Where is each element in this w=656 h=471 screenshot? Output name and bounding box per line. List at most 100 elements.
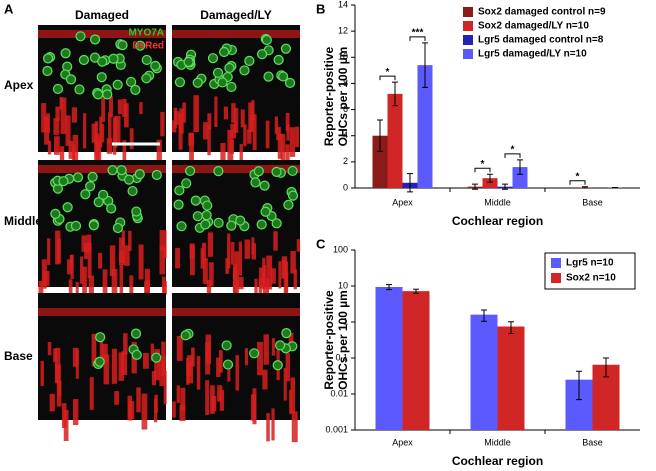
cell [139,102,143,115]
cell [230,123,237,139]
cell [281,256,288,279]
cell [74,84,85,95]
cell [159,245,166,275]
cell [78,54,90,66]
cell [263,71,274,82]
significance-bracket [379,75,396,81]
cell [219,390,225,411]
cell [108,96,113,118]
cell [175,247,180,269]
x-axis-label: Cochlear region [452,454,543,468]
y-axis-label: OHCs per 100 µm [336,47,350,147]
cell [141,54,152,66]
cell [216,357,221,378]
cell [284,77,296,89]
cell [202,258,208,284]
error-bar [603,357,609,378]
cell [266,255,273,290]
cell [244,239,251,259]
cell [191,347,195,367]
cell [123,174,135,185]
cell [186,361,192,376]
cell [43,270,50,286]
cell [185,165,196,177]
cell [192,211,203,222]
cell [271,338,275,356]
cell [262,369,268,390]
cell [108,112,112,144]
cell [54,347,61,384]
cell [47,238,51,266]
cell [172,30,300,38]
cell [244,55,255,66]
cell [251,237,255,255]
cell [285,353,290,382]
cell [81,235,87,252]
bar [497,326,525,430]
cell [114,391,119,405]
cell [130,84,141,95]
cell [240,109,245,128]
cell [182,102,186,123]
cell [247,129,252,144]
error-bar [481,309,487,322]
cell [277,71,289,82]
cell [59,96,63,110]
error-bar [377,119,383,152]
significance-label: * [576,171,580,182]
cell [179,405,186,422]
cell [176,221,187,232]
cell [55,106,60,121]
cell [52,83,64,95]
cell [176,385,180,403]
cell [226,220,237,231]
cell [101,97,106,122]
cell [112,222,124,234]
cell [273,54,284,65]
y-tick-label: 10 [338,52,348,62]
cell [291,411,298,443]
cell [38,308,166,316]
micrographs [38,25,301,443]
cell [141,393,148,430]
cell [47,341,52,356]
cell [156,139,162,168]
cell [127,395,132,421]
cell [111,348,117,384]
error-bar [508,321,514,334]
cell [252,388,257,425]
cell [174,77,186,88]
cell [176,335,183,361]
cell [163,281,167,295]
cell [99,333,104,367]
cell [122,140,127,173]
cell [97,56,108,67]
cell [260,206,271,217]
cell [38,165,166,173]
cell [129,128,134,150]
cell [189,243,195,259]
x-tick-label: Apex [392,437,413,447]
column-header: Damaged [75,8,129,22]
y-tick-label: 14 [338,0,348,9]
cell [239,65,250,76]
legend-label: Lgr5 n=10 [566,258,614,269]
significance-label: * [511,145,515,156]
cell [243,124,247,147]
y-tick-label: 1 [343,316,348,326]
cell [145,279,150,305]
cell [68,140,73,159]
cell [214,96,218,127]
cell [71,107,78,123]
bar [512,167,528,188]
cell [244,348,249,366]
cell [221,340,232,351]
cell [72,134,79,172]
cell [172,308,300,316]
cell [222,359,234,370]
cell [87,242,92,279]
cell [249,348,260,359]
legend-swatch [463,35,473,45]
cell [239,144,243,165]
cell [135,40,146,51]
